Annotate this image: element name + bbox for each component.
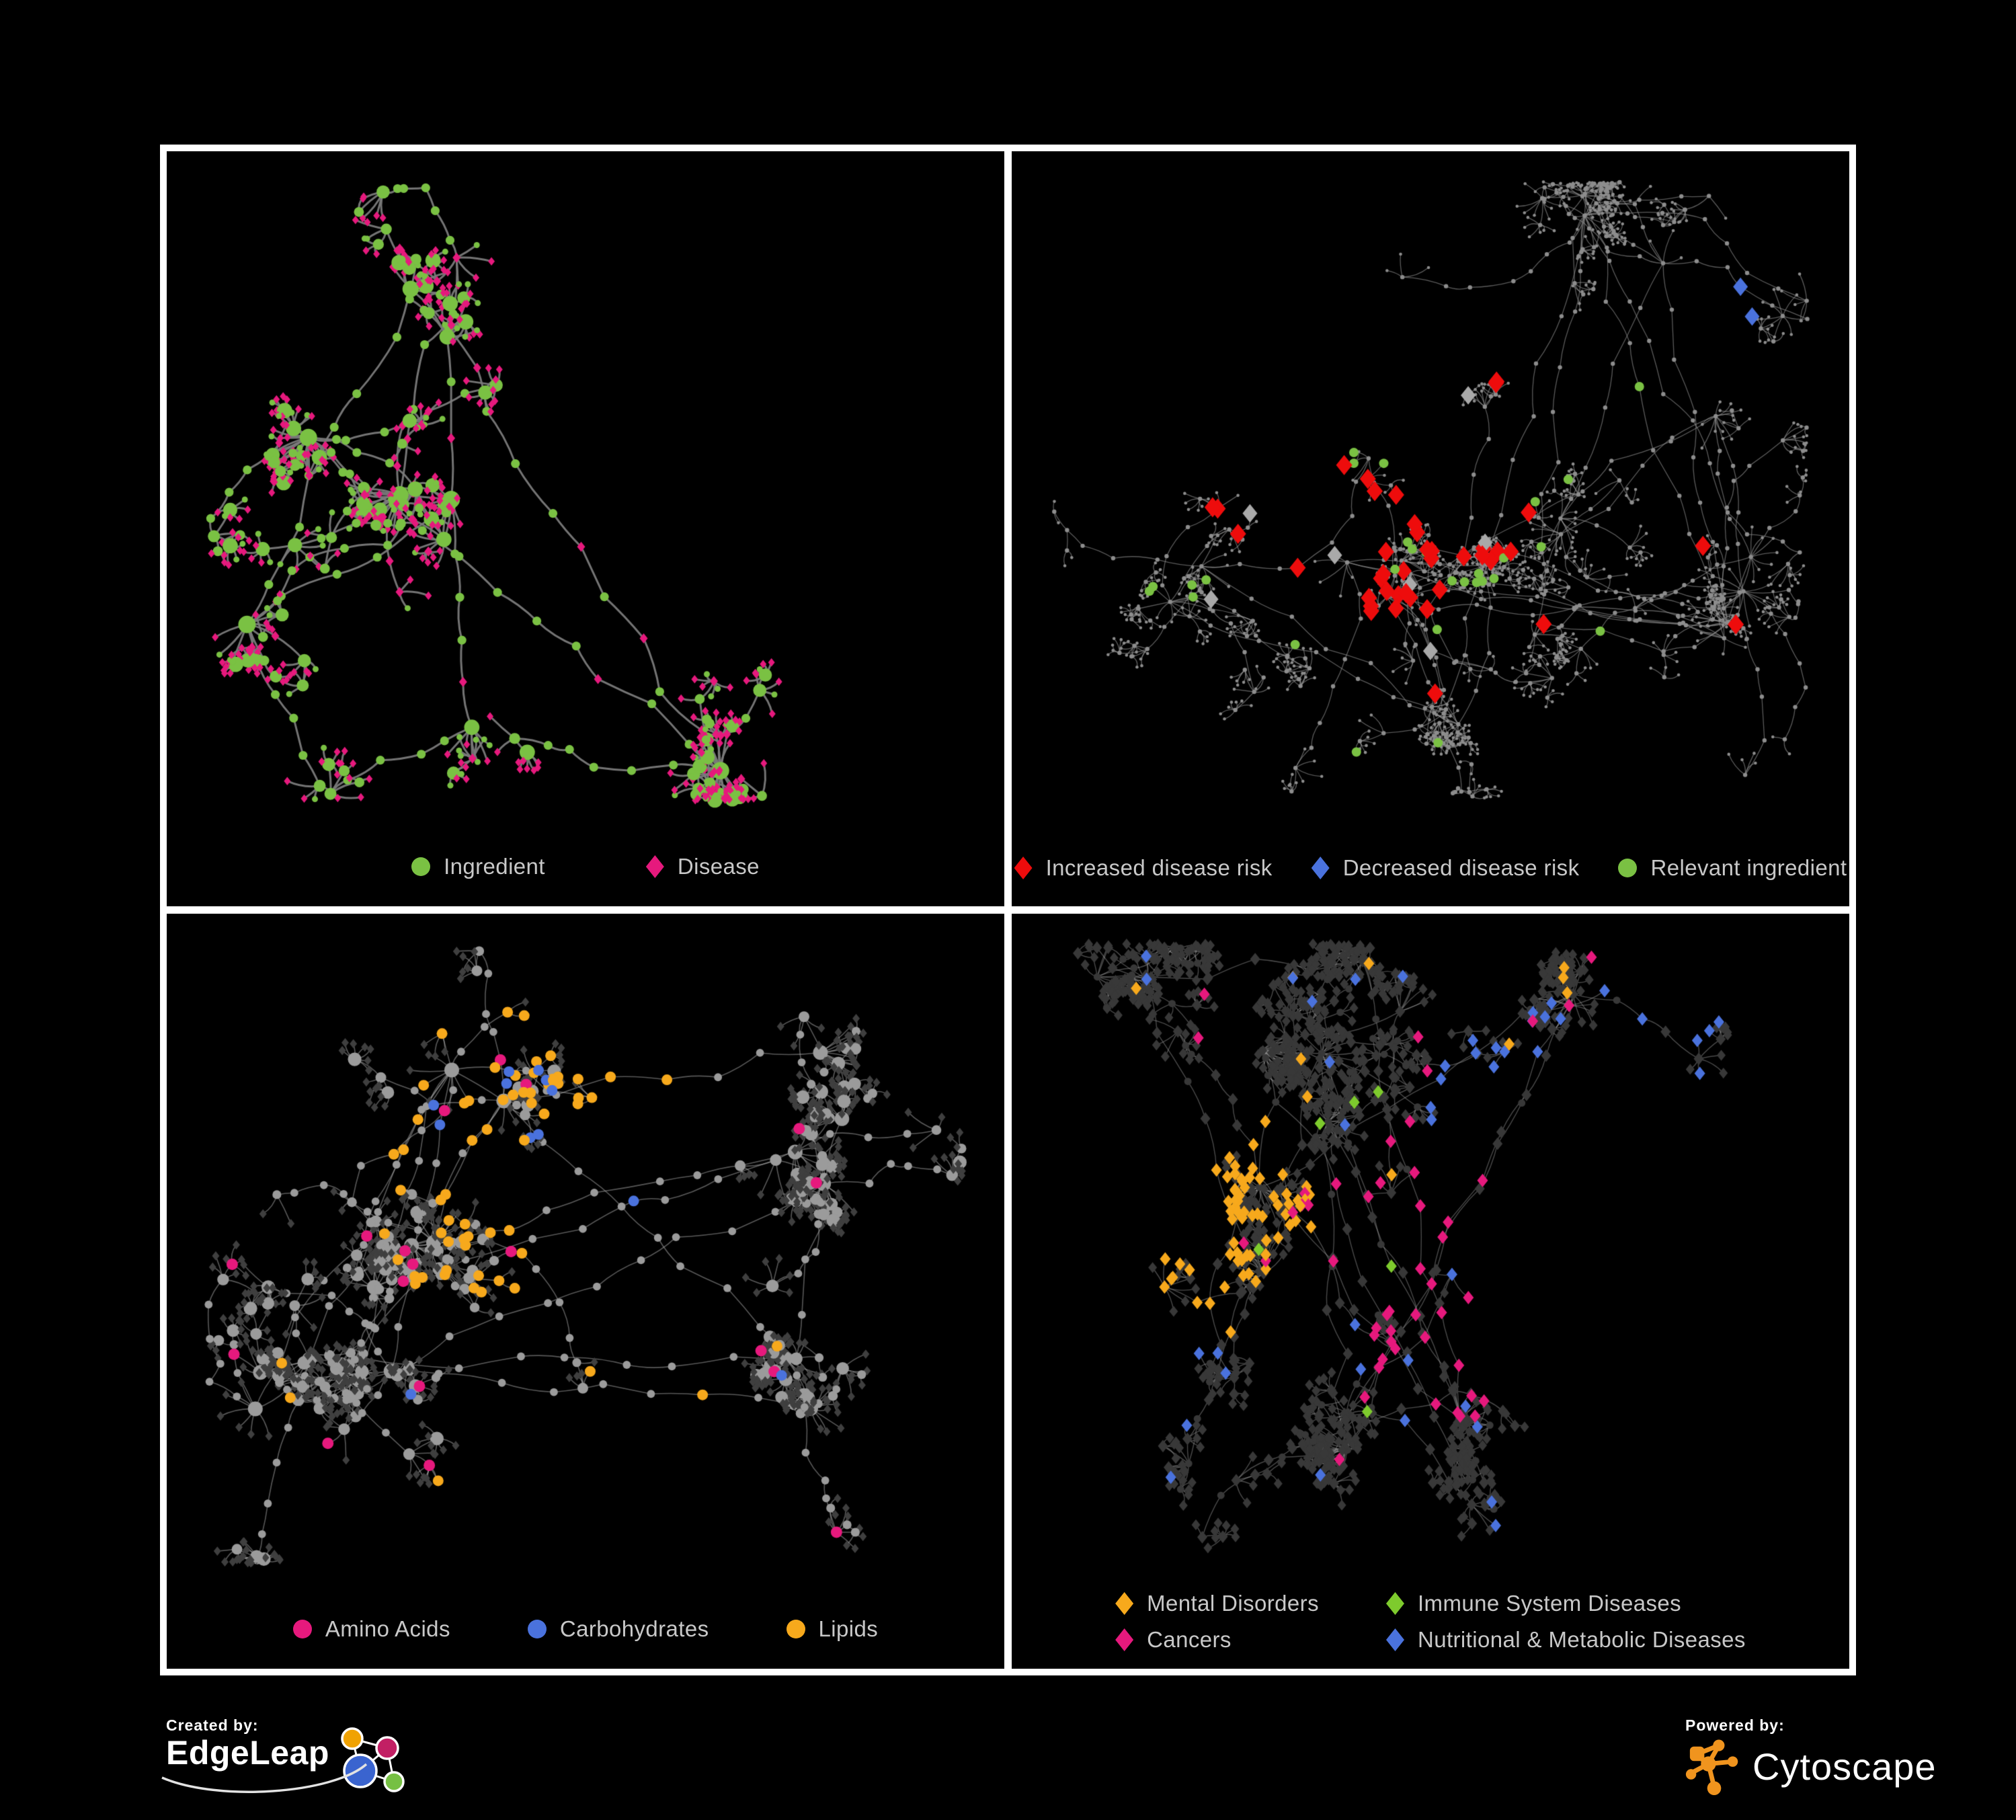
legend-label-mental-disorders: Mental Disorders: [1147, 1591, 1319, 1616]
panel-nutrient-classes: Amino Acids Carbohydrates Lipids: [167, 914, 1004, 1669]
legend-item-cancers: Cancers: [1115, 1627, 1319, 1653]
legend-item-amino-acids: Amino Acids: [292, 1616, 450, 1642]
increased-risk-diamond-icon: [1014, 857, 1033, 879]
legend-item-relevant-ingredient: Relevant ingredient: [1618, 855, 1847, 881]
legend-label-nutritional-metabolic: Nutritional & Metabolic Diseases: [1417, 1627, 1746, 1652]
legend-item-immune-diseases: Immune System Diseases: [1385, 1591, 1746, 1616]
legend-item-disease: Disease: [645, 854, 760, 879]
amino-acids-circle-icon: [292, 1620, 312, 1638]
edgeleap-credit: Created by: EdgeLeap: [161, 1716, 411, 1806]
cancers-diamond-icon: [1115, 1628, 1134, 1651]
legend-label-carbohydrates: Carbohydrates: [559, 1616, 709, 1641]
edgeleap-logo: EdgeLeap: [161, 1727, 411, 1806]
legend-label-amino-acids: Amino Acids: [325, 1616, 450, 1641]
legend-item-mental-disorders: Mental Disorders: [1115, 1591, 1319, 1616]
edgeleap-wordmark: EdgeLeap: [166, 1734, 329, 1772]
legend-label-immune-diseases: Immune System Diseases: [1417, 1591, 1682, 1616]
disease-risk-network-canvas: [1012, 151, 1849, 906]
carbohydrates-circle-icon: [527, 1620, 547, 1638]
panel-disease-risk: Increased disease risk Decreased disease…: [1012, 151, 1849, 906]
lipids-circle-icon: [786, 1620, 805, 1638]
legend-ingredient-disease: Ingredient Disease: [167, 854, 1004, 879]
legend-item-nutritional-metabolic: Nutritional & Metabolic Diseases: [1385, 1627, 1746, 1653]
created-by-label: Created by:: [166, 1716, 259, 1734]
cytoscape-wordmark: Cytoscape: [1752, 1745, 1937, 1788]
immune-diseases-diamond-icon: [1385, 1592, 1404, 1615]
legend-item-lipids: Lipids: [786, 1616, 879, 1642]
legend-nutrient-classes: Amino Acids Carbohydrates Lipids: [167, 1616, 1004, 1642]
powered-by-label: Powered by:: [1685, 1716, 1785, 1734]
ingredient-disease-network-canvas: [167, 151, 1004, 906]
cytoscape-logo: Cytoscape: [1685, 1737, 1937, 1795]
legend-disease-risk: Increased disease risk Decreased disease…: [1012, 855, 1849, 881]
ingredient-circle-icon: [411, 857, 431, 876]
legend-item-increased-risk: Increased disease risk: [1014, 855, 1273, 881]
legend-label-decreased-risk: Decreased disease risk: [1342, 855, 1580, 880]
panel-ingredient-disease: Ingredient Disease: [167, 151, 1004, 906]
legend-item-carbohydrates: Carbohydrates: [527, 1616, 709, 1642]
mental-disorders-diamond-icon: [1115, 1592, 1134, 1615]
legend-label-cancers: Cancers: [1147, 1627, 1232, 1652]
legend-label-relevant-ingredient: Relevant ingredient: [1650, 855, 1847, 880]
nutritional-metabolic-diamond-icon: [1385, 1628, 1404, 1651]
legend-disease-classes: Mental Disorders Immune System Diseases …: [1012, 1591, 1849, 1653]
nutrient-class-network-canvas: [167, 914, 1004, 1669]
edgeleap-network-icon: [341, 1727, 405, 1792]
panel-disease-classes: Mental Disorders Immune System Diseases …: [1012, 914, 1849, 1669]
legend-item-decreased-risk: Decreased disease risk: [1311, 855, 1580, 881]
decreased-risk-diamond-icon: [1311, 857, 1330, 879]
cytoscape-network-icon: [1685, 1739, 1738, 1795]
figure-frame: Ingredient Disease Increased disease ris…: [160, 145, 1856, 1675]
legend-label-increased-risk: Increased disease risk: [1045, 855, 1273, 880]
cytoscape-credit: Powered by: Cytoscape: [1685, 1716, 1937, 1795]
legend-label-lipids: Lipids: [818, 1616, 879, 1641]
legend-item-ingredient: Ingredient: [411, 854, 545, 879]
legend-label-ingredient: Ingredient: [444, 854, 545, 879]
disease-diamond-icon: [645, 855, 664, 878]
disease-class-network-canvas: [1012, 914, 1849, 1669]
legend-label-disease: Disease: [677, 854, 760, 879]
relevant-ingredient-circle-icon: [1618, 859, 1638, 877]
